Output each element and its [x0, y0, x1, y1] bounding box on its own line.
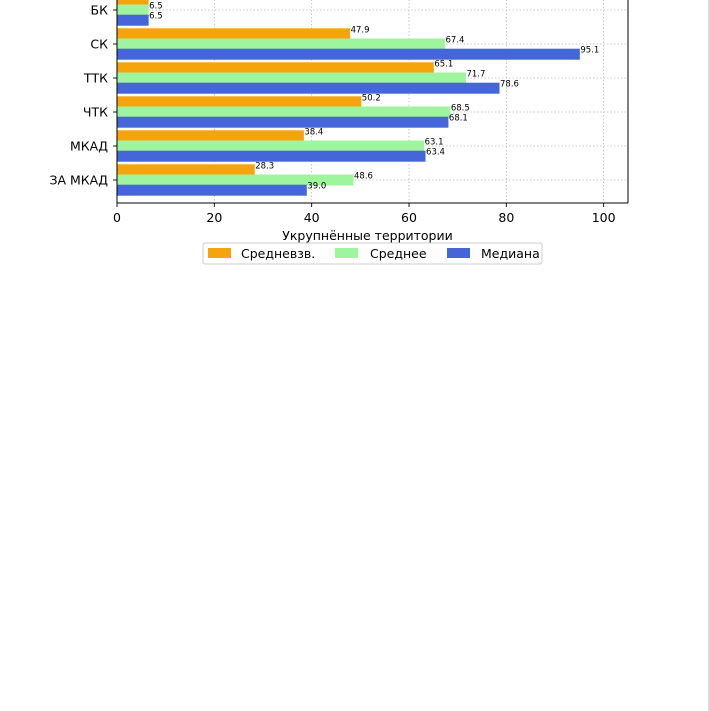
data-label: 68.5 — [451, 104, 470, 114]
y-tick-label: БК — [91, 3, 109, 18]
x-axis-ticks: 0 20 40 60 80 100 — [113, 203, 616, 225]
legend: Средневзв. Среднее Медиана — [202, 242, 543, 265]
page-edge — [708, 0, 710, 711]
x-axis-label: Укрупнённые территории — [282, 228, 453, 243]
bar — [117, 164, 255, 176]
data-label: 6.5 — [149, 12, 163, 22]
bar — [117, 28, 351, 40]
bar — [117, 72, 466, 84]
legend-swatch — [208, 248, 231, 258]
data-label: 6.5 — [149, 0, 163, 1]
bar — [117, 150, 426, 162]
data-label: 71.7 — [466, 70, 485, 80]
data-label: 63.1 — [425, 138, 444, 148]
y-tick-label: ЧТК — [83, 105, 108, 120]
bar — [117, 140, 425, 152]
y-tick-label: ЗА МКАД — [49, 173, 108, 188]
x-tick-label: 60 — [401, 210, 417, 225]
legend-label: Медиана — [481, 246, 540, 261]
data-label: 95.1 — [580, 46, 599, 56]
bar — [117, 130, 304, 142]
data-label: 28.3 — [255, 161, 274, 171]
x-tick-label: 100 — [592, 210, 616, 225]
bar — [117, 0, 149, 6]
data-label: 48.6 — [354, 172, 373, 182]
x-tick-label: 0 — [113, 210, 121, 225]
bar — [117, 62, 434, 74]
data-label: 78.6 — [500, 80, 519, 90]
y-tick-label: МКАД — [70, 139, 108, 154]
data-label: 68.1 — [449, 114, 468, 124]
data-label: 50.2 — [362, 93, 381, 103]
x-tick-label: 80 — [498, 210, 514, 225]
bar — [117, 82, 500, 94]
bar — [117, 38, 446, 50]
bar — [117, 184, 307, 196]
bar — [117, 4, 149, 16]
x-tick-label: 20 — [206, 210, 222, 225]
bars — [117, 0, 580, 196]
data-labels: 6.5 47.9 65.1 50.2 38.4 28.3 6.5 67.4 71.7 68.5 63… — [149, 0, 599, 192]
y-tick-label: ТТК — [83, 71, 108, 86]
data-label: 39.0 — [307, 182, 326, 192]
data-label: 67.4 — [446, 36, 465, 46]
data-label: 63.4 — [426, 148, 445, 158]
bar — [117, 116, 449, 128]
legend-label: Среднее — [370, 246, 427, 261]
y-tick-label: СК — [90, 37, 108, 52]
bar — [117, 14, 149, 26]
data-label: 6.5 — [149, 2, 163, 12]
data-label: 38.4 — [304, 127, 323, 137]
x-tick-label: 40 — [304, 210, 320, 225]
bar — [117, 174, 354, 186]
data-label: 65.1 — [434, 59, 453, 69]
legend-label: Средневзв. — [241, 246, 315, 261]
legend-swatch — [447, 248, 470, 258]
data-label: 47.9 — [351, 25, 370, 35]
y-axis-ticks: БК СК ТТК ЧТК МКАД ЗА МКАД — [49, 3, 117, 188]
bar — [117, 106, 451, 118]
bar — [117, 48, 580, 60]
legend-swatch — [335, 248, 358, 258]
bar — [117, 96, 362, 108]
